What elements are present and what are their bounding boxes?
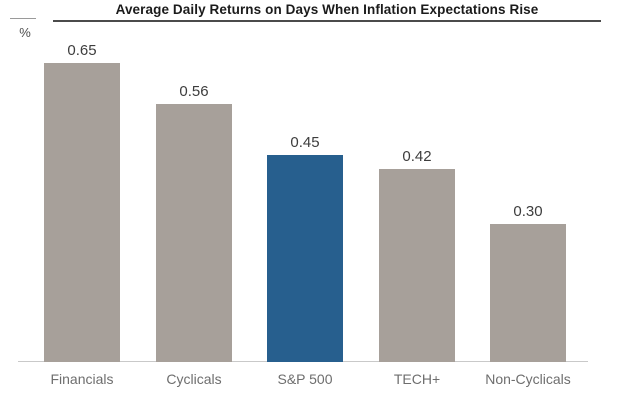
x-axis-label-financials: Financials xyxy=(50,371,114,387)
x-axis-label-s-p-500: S&P 500 xyxy=(277,371,333,387)
bar-s-p-500 xyxy=(267,155,343,362)
bar-value-label-financials: 0.65 xyxy=(67,42,97,59)
chart-title: Average Daily Returns on Days When Infla… xyxy=(115,2,539,17)
x-axis-label-cyclicals: Cyclicals xyxy=(166,371,222,387)
bar-value-label-tech: 0.42 xyxy=(402,148,432,165)
bar-value-label-cyclicals: 0.56 xyxy=(179,83,209,100)
bar-value-label-non-cyclicals: 0.30 xyxy=(513,203,543,220)
bar-value-label-s-p-500: 0.45 xyxy=(290,134,320,151)
y-axis-unit-label: % xyxy=(19,25,31,40)
y-axis-tick-line xyxy=(10,18,36,19)
x-axis-label-non-cyclicals: Non-Cyclicals xyxy=(485,371,571,387)
bar-cyclicals xyxy=(156,104,232,362)
bar-tech xyxy=(379,169,455,362)
x-axis-label-tech: TECH+ xyxy=(393,371,441,387)
bar-non-cyclicals xyxy=(490,224,566,362)
bar-financials xyxy=(44,63,120,362)
chart-title-block: Average Daily Returns on Days When Infla… xyxy=(53,2,601,22)
